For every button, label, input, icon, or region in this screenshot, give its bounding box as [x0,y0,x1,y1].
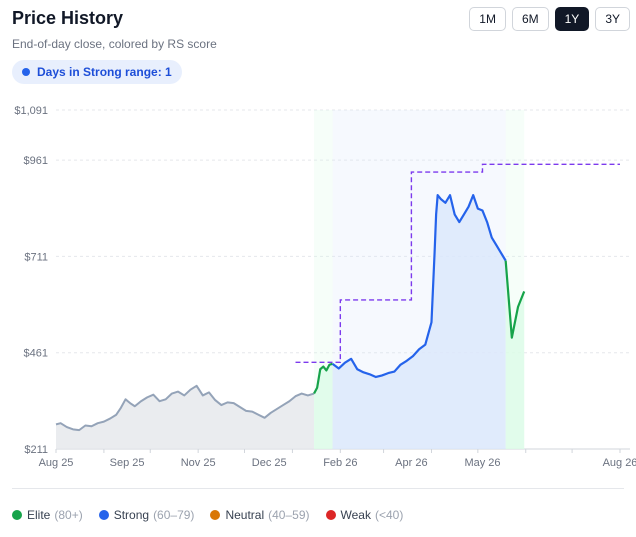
x-tick-label: May 26 [464,457,500,469]
legend: Elite (80+) Strong (60–79) Neutral (40–5… [12,508,403,522]
legend-label-weak: Weak [340,508,371,522]
legend-swatch-weak [325,510,336,520]
rs-range-step-line [295,163,620,364]
legend-range-neutral: (40–59) [268,508,310,522]
range-selector: 1M 6M 1Y 3Y [469,7,630,31]
legend-swatch-elite [12,510,22,520]
y-tick-label: $1,091 [14,105,48,117]
badge-dot-icon [22,68,30,76]
legend-item-strong: Strong (60–79) [98,508,195,522]
range-button-1m[interactable]: 1M [469,7,506,31]
legend-swatch-neutral [210,510,221,520]
badge-label: Days in Strong range: 1 [37,65,172,79]
legend-range-strong: (60–79) [153,508,195,522]
legend-label-elite: Elite [27,508,51,522]
x-tick-label: Aug 25 [39,457,74,469]
price-line-elite [504,260,526,339]
legend-divider [12,488,624,489]
y-tick-label: $211 [24,444,48,456]
x-tick-label: Apr 26 [395,457,427,469]
x-tick-label: Sep 25 [110,457,145,469]
y-tick-label: $961 [24,155,48,167]
price-area-none [56,385,315,449]
strong-days-badge: Days in Strong range: 1 [12,60,182,84]
legend-label-strong: Strong [113,508,150,522]
score-band-elite [505,110,525,449]
legend-item-neutral: Neutral (40–59) [210,508,310,522]
y-tick-label: $461 [24,348,48,360]
legend-item-weak: Weak (<40) [325,508,404,522]
legend-item-elite: Elite (80+) [12,508,83,522]
score-band-strong [332,110,506,449]
price-line-none [55,384,315,432]
chart-title: Price History [12,8,124,28]
x-tick-label: Feb 26 [323,457,357,469]
legend-swatch-strong [98,510,109,520]
x-tick-label: Nov 25 [181,457,216,469]
legend-range-elite: (80+) [54,508,83,522]
legend-range-weak: (<40) [374,508,404,522]
chart-subtitle: End-of-day close, colored by RS score [12,37,217,51]
price-line-elite [313,362,333,395]
score-band-elite [314,110,333,449]
range-button-6m[interactable]: 6M [511,7,549,31]
legend-label-neutral: Neutral [225,508,265,522]
price-line-strong [331,194,507,379]
y-tick-label: $711 [24,251,48,263]
x-tick-label: Dec 25 [252,457,287,469]
price-area-strong [332,195,506,449]
price-chart: $211 $461 $711 $961 $1,091 Aug 25 Sep 25 Nov 25… [14,105,636,469]
range-button-1y[interactable]: 1Y [554,7,590,31]
range-button-3y[interactable]: 3Y [595,7,630,31]
x-tick-label: Aug 26 [603,457,636,469]
price-area-elite [505,260,525,449]
